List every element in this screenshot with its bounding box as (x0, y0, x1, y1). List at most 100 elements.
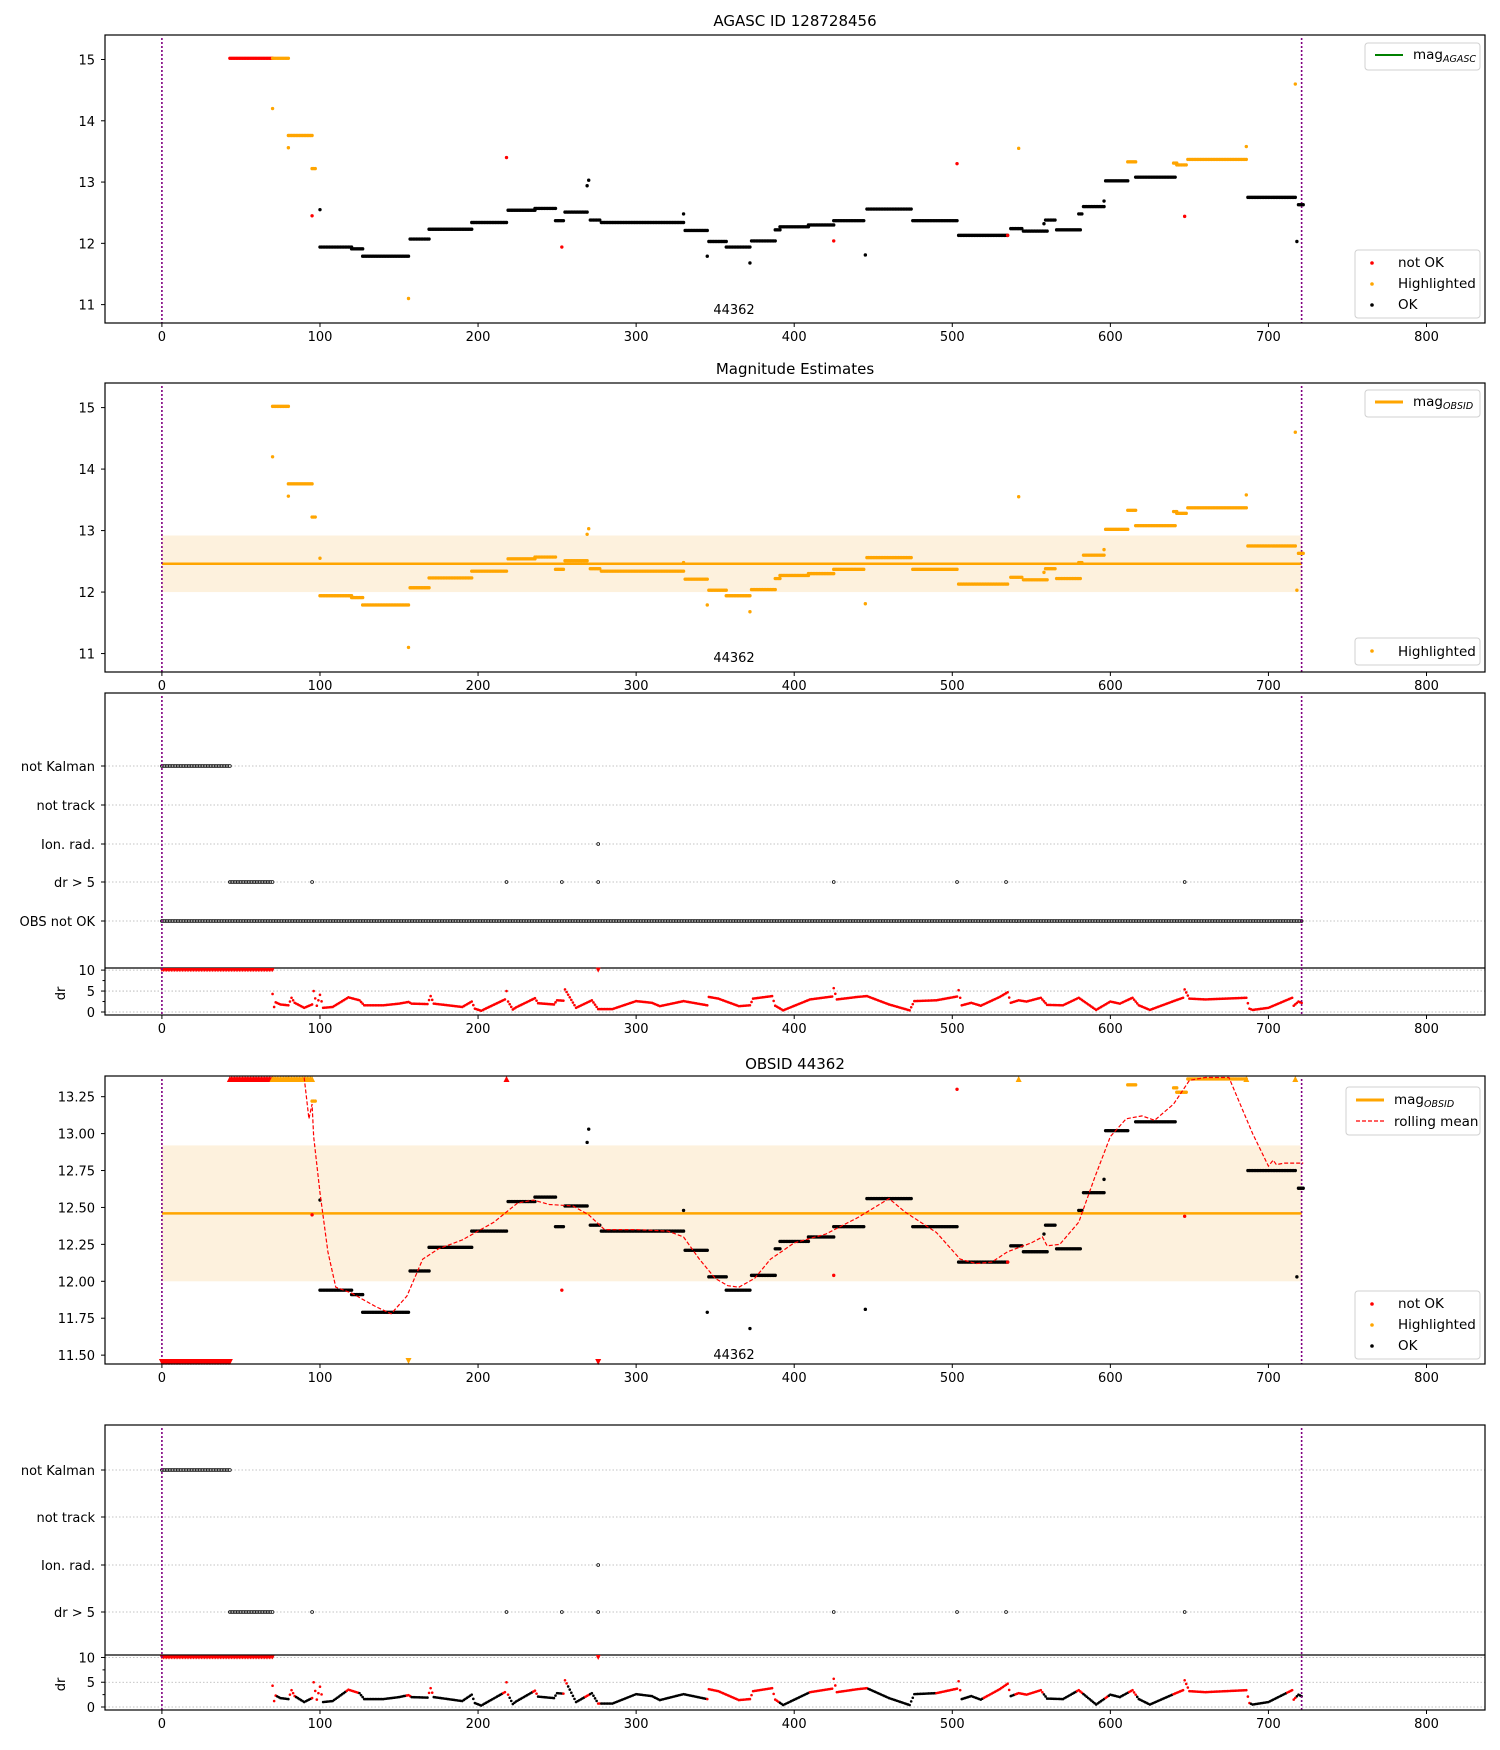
dr-point (570, 1691, 573, 1695)
legend-mag-label-2: mag (1413, 394, 1443, 410)
data-point (1016, 146, 1021, 151)
data-point (1173, 175, 1177, 179)
data-point (1133, 160, 1138, 164)
dr-point (770, 1686, 774, 1690)
dr-point (590, 1691, 594, 1695)
data-point (1133, 1083, 1138, 1087)
dr-tick-label: 10 (78, 964, 95, 979)
flag-row-label: OBS not OK (20, 915, 96, 930)
dr-point (1186, 994, 1190, 997)
black-dot-icon (1370, 1344, 1374, 1348)
data-point (406, 645, 411, 650)
data-point (585, 210, 589, 214)
dr-point (571, 1001, 575, 1004)
flag-point (596, 842, 600, 846)
legend-highlighted: Highlighted (1398, 276, 1476, 292)
dr-point (315, 1698, 319, 1701)
data-point (705, 1248, 709, 1252)
dr-tick-label: 5 (87, 985, 95, 1000)
dr-point (565, 1682, 568, 1685)
flag-point (596, 1563, 600, 1567)
data-point (909, 1196, 913, 1201)
obsid-annotation-3: 44362 (713, 1348, 754, 1363)
x-tick-label: 600 (1098, 330, 1123, 345)
data-point (862, 567, 866, 572)
dr-point (290, 1688, 293, 1692)
dr-point (955, 1687, 959, 1690)
panel-obsid: OBSID 44362 11.5011.7512.0012.2512.5012.… (58, 1055, 1486, 1386)
legend-not-ok-2: not OK (1398, 1296, 1445, 1312)
data-point (1293, 1168, 1298, 1173)
x-tick-label: 100 (308, 1022, 333, 1037)
dr-point (427, 998, 431, 1002)
data-point (286, 146, 291, 150)
data-point (1244, 493, 1249, 497)
x-tick-label: 0 (158, 330, 166, 345)
data-point (1293, 430, 1298, 434)
data-point (598, 218, 602, 222)
red-dot-icon (1370, 1302, 1374, 1306)
data-point (504, 1229, 509, 1233)
data-point (909, 555, 913, 560)
dr-point (772, 1692, 775, 1696)
data-point (705, 1310, 709, 1315)
data-point (1126, 527, 1130, 532)
legend-ok-2: OK (1398, 1338, 1419, 1354)
data-point (724, 1275, 728, 1279)
x-tick-label: 800 (1414, 1022, 1439, 1037)
data-point (773, 239, 777, 243)
data-point (1126, 1128, 1130, 1133)
panel-estimates-title: Magnitude Estimates (716, 360, 874, 378)
dr-point (535, 999, 538, 1002)
data-point (681, 1229, 686, 1233)
data-point (313, 166, 317, 171)
data-point (318, 207, 322, 212)
dr-point (1132, 1691, 1136, 1694)
x-tick-label: 700 (1256, 679, 1281, 694)
dr-tick-label: 5 (87, 1676, 95, 1691)
data-point (585, 532, 589, 536)
x-tick-label: 600 (1098, 1371, 1123, 1386)
dr-point (1006, 1682, 1009, 1686)
data-point (862, 218, 866, 223)
data-point (1045, 578, 1049, 582)
x-tick-label: 300 (624, 1371, 649, 1386)
dr-point (288, 1693, 292, 1696)
data-point (561, 1224, 566, 1229)
data-point (1102, 204, 1106, 209)
data-point (310, 133, 314, 138)
data-point (1173, 523, 1177, 528)
data-point (585, 184, 589, 188)
legend-rolling-mean: rolling mean (1394, 1114, 1478, 1130)
dr-point (565, 990, 568, 994)
dr-point (592, 1001, 595, 1004)
dr-point (573, 1003, 576, 1007)
data-point (773, 1273, 777, 1278)
data-point (310, 1213, 314, 1217)
x-tick-label: 0 (158, 679, 166, 694)
data-point (470, 227, 474, 231)
data-point (1016, 495, 1021, 499)
triangle-up-marker (503, 1075, 510, 1082)
y-tick-label: 12.50 (58, 1201, 95, 1216)
data-point (313, 1099, 317, 1103)
y-tick-label: 11.50 (58, 1349, 95, 1364)
flag-row-label: not track (36, 1511, 95, 1526)
data-point (1293, 82, 1298, 86)
data-point (1053, 218, 1057, 222)
data-point (560, 245, 564, 249)
dr-point (911, 1002, 915, 1006)
data-point (832, 223, 836, 227)
dr-point (320, 1000, 323, 1003)
dr-point (315, 1004, 319, 1008)
data-point (1184, 511, 1188, 516)
data-point (427, 586, 431, 590)
data-point (286, 494, 291, 498)
orange-dot-icon (1370, 282, 1374, 286)
axes-frame (104, 692, 1486, 1016)
